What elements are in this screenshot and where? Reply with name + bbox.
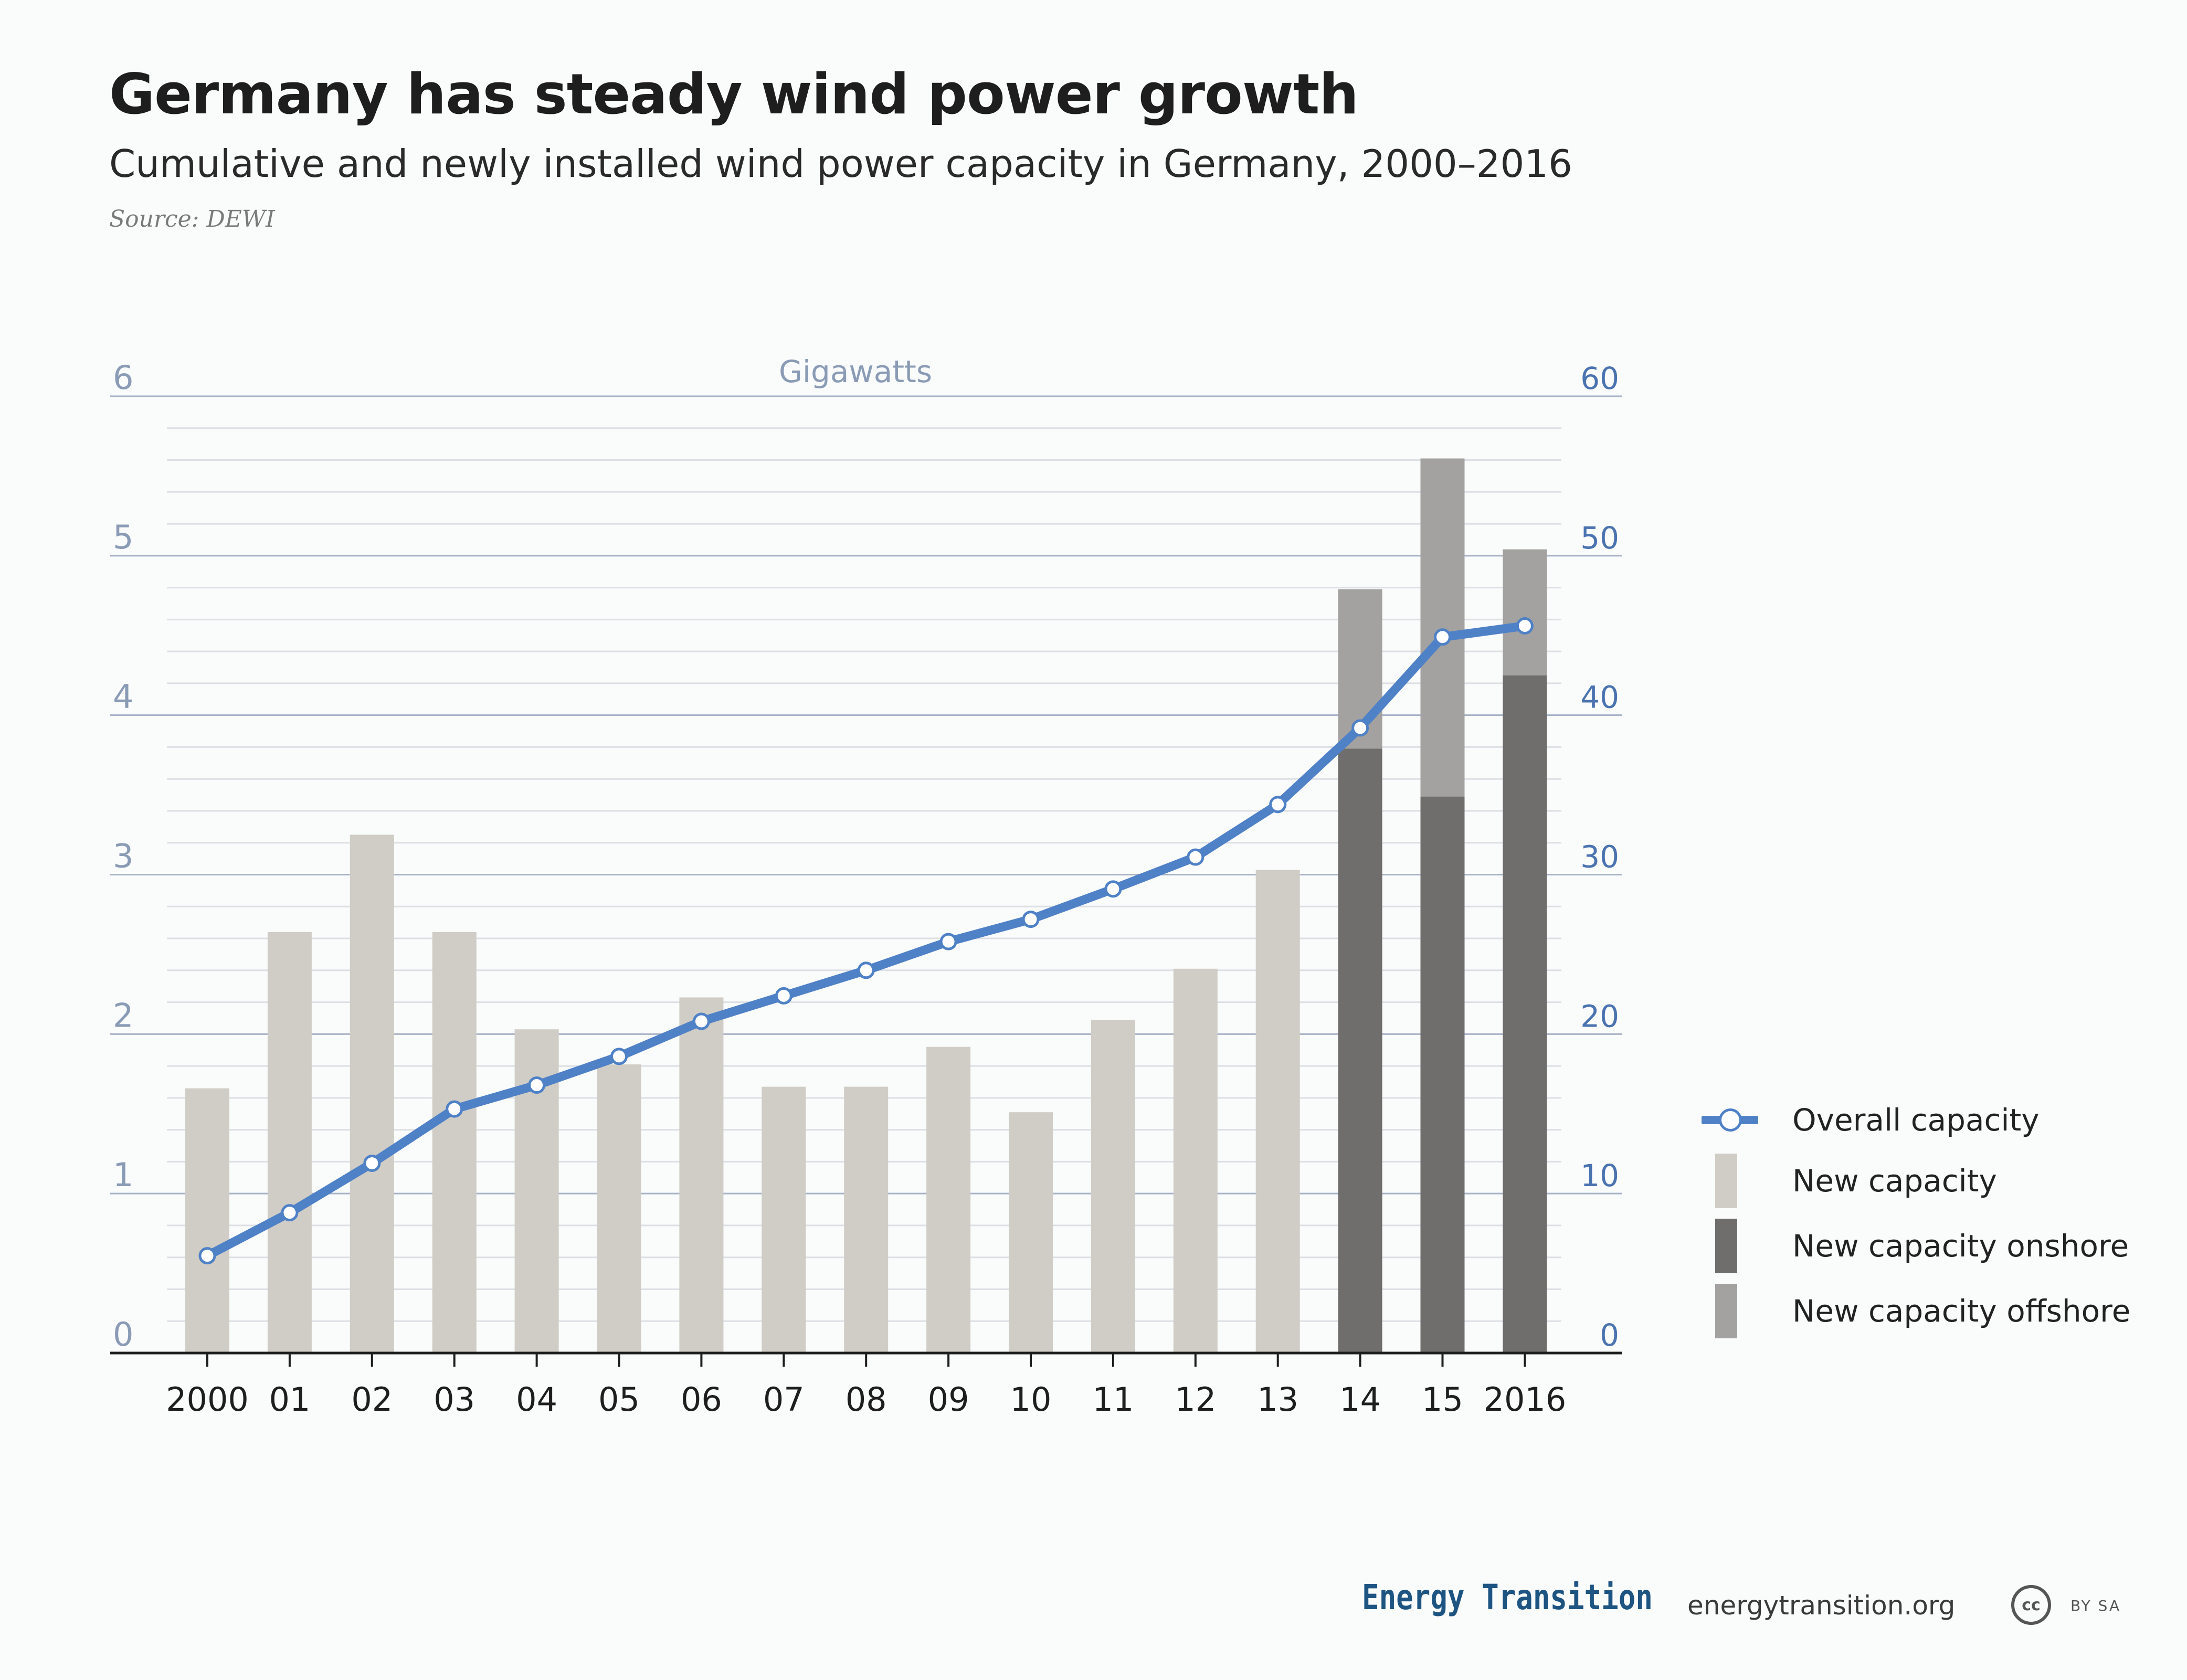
bar-offshore (1503, 549, 1547, 675)
bar-new-capacity (679, 997, 724, 1353)
overall-capacity-point (1022, 911, 1040, 928)
overall-capacity-line (198, 617, 1534, 1265)
x-tick-label: 2000 (166, 1380, 249, 1419)
x-tick-label: 06 (681, 1380, 722, 1419)
x-tick-label: 15 (1422, 1380, 1463, 1419)
overall-capacity-point (198, 1247, 216, 1265)
y-right-tick-label: 30 (1580, 839, 1619, 875)
x-tick-label: 11 (1092, 1380, 1134, 1419)
legend-label-onshore: New capacity onshore (1792, 1228, 2129, 1264)
overall-capacity-point (528, 1076, 546, 1094)
chart-source: Source: DEWI (109, 206, 275, 233)
x-tick-label: 03 (434, 1380, 475, 1419)
overall-capacity-point (281, 1204, 299, 1222)
y-left-tick-label: 5 (113, 518, 133, 556)
x-tick-label: 09 (928, 1380, 969, 1419)
overall-capacity-point (775, 987, 793, 1005)
bars (185, 458, 1547, 1353)
bar-onshore (1503, 675, 1547, 1353)
unit-label: Gigawatts (779, 354, 932, 389)
overall-capacity-point (1187, 848, 1205, 866)
bar-new-capacity (597, 1064, 641, 1353)
y-left-tick-label: 2 (113, 996, 133, 1034)
overall-capacity-point (363, 1154, 381, 1172)
cc-license-icon[interactable]: cc (2011, 1585, 2051, 1625)
chart-title: Germany has steady wind power growth (109, 62, 1359, 126)
overall-capacity-point (446, 1100, 463, 1118)
legend-new: New capacity (1690, 1154, 2162, 1211)
x-tick-label: 05 (598, 1380, 640, 1419)
y-right-tick-label: 60 (1580, 361, 1619, 396)
legend-offshore: New capacity offshore (1690, 1284, 2162, 1341)
legend-label-offshore: New capacity offshore (1792, 1293, 2131, 1329)
x-tick-label: 14 (1339, 1380, 1381, 1419)
bar-onshore (1338, 748, 1382, 1353)
x-tick-label: 07 (763, 1380, 805, 1419)
x-tick-label: 13 (1257, 1380, 1298, 1419)
legend-swatch-new (1715, 1154, 1737, 1208)
bar-new-capacity (267, 932, 312, 1353)
overall-capacity-point (1351, 719, 1369, 737)
legend-label-overall: Overall capacity (1792, 1102, 2040, 1138)
x-tick-label: 02 (351, 1380, 393, 1419)
bar-offshore (1420, 458, 1465, 797)
y-left-tick-label: 4 (113, 678, 133, 716)
overall-capacity-point (610, 1048, 628, 1065)
overall-capacity-point (692, 1012, 710, 1030)
y-right-tick-label: 0 (1600, 1317, 1619, 1353)
bar-new-capacity (1091, 1019, 1135, 1353)
bar-new-capacity (1173, 968, 1218, 1353)
bar-new-capacity (762, 1086, 806, 1353)
license-text: BY SA (2070, 1597, 2121, 1614)
legend-onshore: New capacity onshore (1690, 1219, 2162, 1276)
overall-capacity-point (939, 933, 957, 950)
major-gridlines (110, 395, 1622, 1195)
bar-new-capacity (926, 1047, 971, 1353)
overall-capacity-point (1104, 880, 1122, 898)
legend-swatch-offshore (1715, 1284, 1737, 1338)
x-tick-label: 01 (269, 1380, 310, 1419)
bar-new-capacity (1009, 1112, 1053, 1353)
bar-new-capacity (185, 1088, 229, 1353)
y-left-tick-label: 3 (113, 837, 133, 875)
overall-capacity-point (1269, 796, 1287, 813)
site-link[interactable]: energytransition.org (1687, 1590, 1956, 1621)
y-right-tick-label: 20 (1580, 998, 1619, 1034)
x-tick-label: 12 (1175, 1380, 1216, 1419)
overall-capacity-point (857, 961, 875, 979)
x-tick-label: 08 (846, 1380, 887, 1419)
x-tick-label: 04 (516, 1380, 557, 1419)
legend-label-new: New capacity (1792, 1163, 1997, 1199)
y-right-tick-label: 40 (1580, 680, 1619, 715)
chart-subtitle: Cumulative and newly installed wind powe… (109, 142, 1572, 186)
bar-new-capacity (432, 932, 477, 1353)
bar-onshore (1420, 796, 1465, 1353)
y-left-tick-label: 1 (113, 1156, 133, 1194)
y-left-tick-label: 6 (113, 358, 133, 397)
x-tick-label: 10 (1010, 1380, 1052, 1419)
brand-logo[interactable]: Energy Transition (1362, 1577, 1653, 1618)
axes: 2000 01 02 03 04 05 06 07 08 09 10 11 12 13 14 15 201601… (110, 358, 1622, 1419)
bar-new-capacity (350, 834, 394, 1353)
legend-dot-swatch (1719, 1108, 1742, 1132)
bar-new-capacity (1255, 870, 1300, 1353)
overall-capacity-point (1434, 628, 1451, 646)
overall-capacity-point (1516, 617, 1534, 635)
legend-overall: Overall capacity (1690, 1093, 2162, 1150)
bar-new-capacity (844, 1086, 889, 1353)
x-tick-label: 2016 (1484, 1380, 1567, 1419)
y-right-tick-label: 10 (1580, 1158, 1619, 1193)
y-right-tick-label: 50 (1580, 520, 1619, 556)
legend-swatch-onshore (1715, 1219, 1737, 1273)
y-left-tick-label: 0 (113, 1315, 133, 1354)
